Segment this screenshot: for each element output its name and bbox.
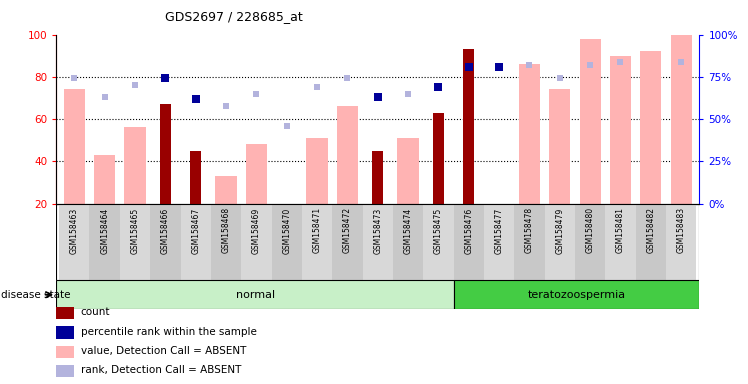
Text: GSM158474: GSM158474 (404, 207, 413, 253)
Bar (90, 204, 120, 280)
Bar (215, 176, 236, 204)
Bar (332, 204, 363, 280)
Bar (580, 39, 601, 204)
Text: GSM158476: GSM158476 (465, 207, 473, 253)
Bar (433, 113, 444, 204)
Text: GSM158480: GSM158480 (586, 207, 595, 253)
Text: GSM158475: GSM158475 (434, 207, 443, 253)
Text: normal: normal (236, 290, 275, 300)
Bar (241, 204, 272, 280)
Bar (150, 204, 180, 280)
Text: GSM158478: GSM158478 (525, 207, 534, 253)
Bar (94, 155, 115, 204)
Bar (307, 138, 328, 204)
Bar (56, 280, 454, 309)
Text: count: count (81, 308, 110, 318)
Bar (59, 204, 90, 280)
Text: value, Detection Call = ABSENT: value, Detection Call = ABSENT (81, 346, 246, 356)
Text: percentile rank within the sample: percentile rank within the sample (81, 327, 257, 337)
Bar (545, 204, 575, 280)
Bar (636, 204, 666, 280)
Text: GSM158469: GSM158469 (252, 207, 261, 253)
Bar (373, 151, 383, 204)
Bar (272, 204, 302, 280)
Bar (191, 151, 201, 204)
Bar (397, 138, 419, 204)
Bar (120, 204, 150, 280)
Text: GDS2697 / 228685_at: GDS2697 / 228685_at (165, 10, 302, 23)
Text: disease state: disease state (1, 290, 71, 300)
Bar (56, 326, 74, 339)
Text: GSM158479: GSM158479 (555, 207, 564, 253)
Text: GSM158471: GSM158471 (313, 207, 322, 253)
Bar (56, 365, 74, 377)
Text: GSM158467: GSM158467 (191, 207, 200, 253)
Bar (423, 204, 453, 280)
Bar (519, 64, 540, 204)
Bar (302, 204, 332, 280)
Text: GSM158465: GSM158465 (130, 207, 139, 253)
Text: GSM158463: GSM158463 (70, 207, 79, 253)
Bar (56, 307, 74, 319)
Bar (454, 280, 699, 309)
Bar (484, 204, 515, 280)
Text: GSM158472: GSM158472 (343, 207, 352, 253)
Text: GSM158477: GSM158477 (494, 207, 503, 253)
Bar (640, 51, 661, 204)
Bar (211, 204, 241, 280)
Text: teratozoospermia: teratozoospermia (528, 290, 626, 300)
Bar (610, 56, 631, 204)
Bar (337, 106, 358, 204)
Text: GSM158470: GSM158470 (282, 207, 291, 253)
Bar (464, 50, 474, 204)
Bar (393, 204, 423, 280)
Text: GSM158481: GSM158481 (616, 207, 625, 253)
Text: GSM158466: GSM158466 (161, 207, 170, 253)
Text: rank, Detection Call = ABSENT: rank, Detection Call = ABSENT (81, 366, 241, 376)
Text: GSM158473: GSM158473 (373, 207, 382, 253)
Bar (246, 144, 267, 204)
Bar (670, 35, 692, 204)
Bar (605, 204, 636, 280)
Bar (180, 204, 211, 280)
Bar (666, 204, 696, 280)
Bar (56, 346, 74, 358)
Bar (64, 89, 85, 204)
Text: GSM158464: GSM158464 (100, 207, 109, 253)
Bar (453, 204, 484, 280)
Bar (160, 104, 171, 204)
Bar (515, 204, 545, 280)
Bar (575, 204, 605, 280)
Bar (363, 204, 393, 280)
Text: GSM158468: GSM158468 (221, 207, 230, 253)
Bar (124, 127, 146, 204)
Bar (549, 89, 571, 204)
Text: GSM158482: GSM158482 (646, 207, 655, 253)
Text: GSM158483: GSM158483 (677, 207, 686, 253)
